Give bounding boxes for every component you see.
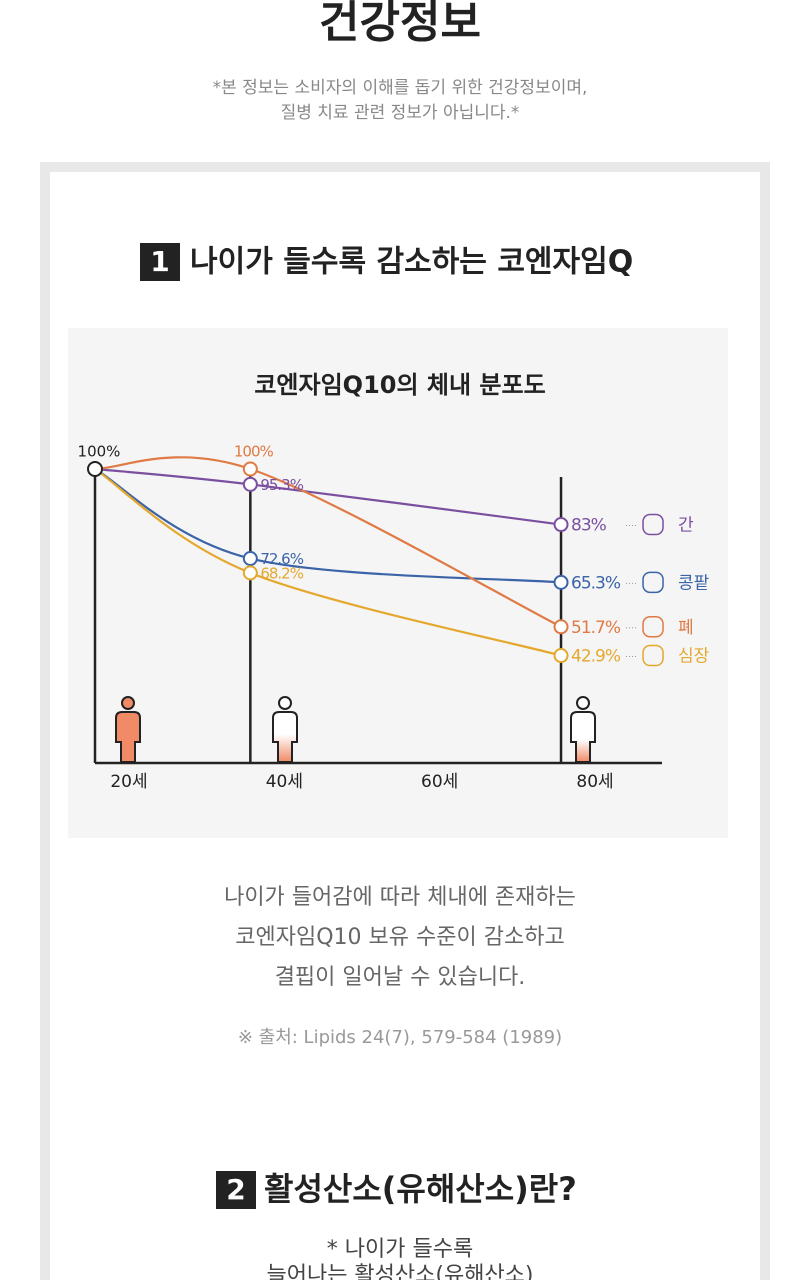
section-title: 나이가 들수록 감소하는 코엔자임Q xyxy=(190,245,633,280)
series-line xyxy=(94,468,562,584)
x-tick-label: 60세 xyxy=(421,772,458,792)
person-icon xyxy=(121,696,135,710)
value-label: 83% xyxy=(571,516,607,536)
notice: *본 정보는 소비자의 이해를 돕기 위한 건강정보이며, xyxy=(213,78,588,98)
description: 나이가 들어감에 따라 체내에 존재하는 xyxy=(224,885,576,910)
description: 결핍이 일어날 수 있습니다. xyxy=(275,965,526,990)
person-icon xyxy=(278,696,292,710)
description: 코엔자임Q10 보유 수준이 감소하고 xyxy=(235,925,564,950)
value-label: 95.3% xyxy=(260,476,303,494)
organ-icon xyxy=(642,616,664,638)
person-icon xyxy=(570,711,596,763)
chart-title: 코엔자임Q10의 체내 분포도 xyxy=(254,371,545,399)
value-label: 42.9% xyxy=(571,647,621,667)
description: 늘어나는 활성산소(유해산소) xyxy=(266,1263,533,1280)
start-label: 100% xyxy=(78,443,121,461)
description: * 나이가 들수록 xyxy=(327,1237,473,1262)
data-point xyxy=(242,476,258,492)
x-tick-label: 40세 xyxy=(266,772,303,792)
organ-icon xyxy=(642,513,664,536)
notice: 질병 치료 관련 정보가 아닙니다.* xyxy=(281,103,520,123)
organ-icon xyxy=(642,571,664,594)
chart-panel xyxy=(68,328,728,838)
legend-label: 간 xyxy=(678,516,694,536)
data-point xyxy=(553,517,569,533)
series-line xyxy=(94,468,562,657)
series-line xyxy=(94,467,562,526)
value-label: 72.6% xyxy=(260,550,303,568)
value-label: 100% xyxy=(234,443,274,461)
data-point xyxy=(242,565,258,581)
section-badge xyxy=(216,1171,256,1209)
value-label: 65.3% xyxy=(571,573,621,593)
organ-icon xyxy=(642,644,664,667)
person-icon xyxy=(576,696,590,710)
data-point xyxy=(553,619,569,635)
legend-label: 폐 xyxy=(678,618,694,638)
section-number: 1 xyxy=(150,245,169,278)
value-label: 51.7% xyxy=(571,618,621,638)
section-number: 2 xyxy=(226,1173,245,1206)
source: ※ 출처: Lipids 24(7), 579-584 (1989) xyxy=(238,1027,562,1048)
x-tick-label: 80세 xyxy=(576,772,613,792)
page-title: 건강정보 xyxy=(319,0,481,48)
section-badge xyxy=(140,243,180,281)
x-tick-label: 20세 xyxy=(110,772,147,792)
data-point xyxy=(553,574,569,590)
section-title: 활성산소(유해산소)란? xyxy=(264,1170,577,1208)
data-point xyxy=(242,551,258,567)
legend-label: 콩팥 xyxy=(678,573,710,593)
value-label: 68.2% xyxy=(260,564,303,582)
person-icon xyxy=(272,711,298,763)
chart: 20세 40세 60세 80세 95.3% 83% 간 72.6% 65.3% 콩팥 100% 51.… xyxy=(78,443,710,793)
data-point xyxy=(553,648,569,664)
series-line xyxy=(94,456,562,628)
legend-label: 심장 xyxy=(678,647,710,667)
start-point xyxy=(87,461,103,477)
person-icon xyxy=(115,711,141,763)
data-point xyxy=(242,461,258,477)
